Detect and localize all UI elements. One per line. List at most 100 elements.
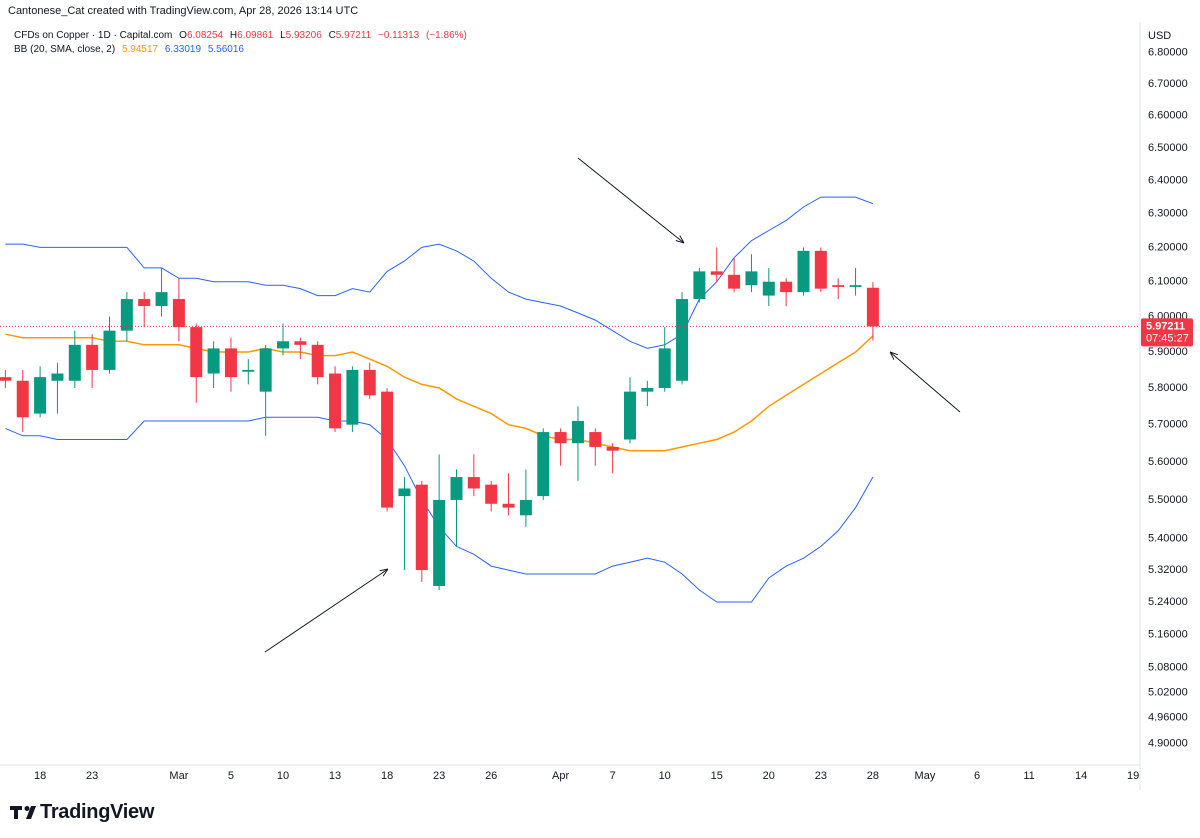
candle-body <box>624 391 636 440</box>
upper-value: 6.33019 <box>164 44 202 55</box>
candle-body <box>363 369 376 396</box>
candle-body <box>589 432 602 447</box>
candle-body <box>0 377 12 381</box>
candle-body <box>762 281 775 296</box>
candle-body <box>676 299 689 381</box>
candle-body <box>728 274 741 289</box>
annotation-arrow <box>264 569 388 653</box>
y-tick-label: 6.60000 <box>1148 110 1188 122</box>
annotation-arrow <box>577 157 684 243</box>
annotation-arrow <box>890 352 961 413</box>
candle-body <box>849 285 862 287</box>
countdown: 07:45:27 <box>1146 332 1189 344</box>
logo: TradingView <box>40 801 155 823</box>
candle-body <box>398 488 411 497</box>
y-tick-label: 6.40000 <box>1148 174 1188 186</box>
candle-body <box>311 344 324 378</box>
ohlc-value: 6.09861 <box>237 30 274 41</box>
candle-body <box>51 373 64 381</box>
x-tick-label: 23 <box>86 770 98 782</box>
ohlc-key: L <box>280 30 286 41</box>
candle-body <box>242 369 255 372</box>
ohlc-key: H <box>229 30 238 41</box>
change-pct: (−1.86%) <box>426 30 467 41</box>
x-tick-label: 11 <box>1023 770 1034 782</box>
candle-body <box>502 503 515 508</box>
candle-body <box>415 484 428 571</box>
candle-body <box>259 348 272 392</box>
candle-body <box>554 432 567 444</box>
ohlc: L5.93206 <box>280 30 322 41</box>
candle-body <box>172 299 185 328</box>
candle-body <box>433 499 446 586</box>
candle-body <box>190 327 203 378</box>
x-tick-label: 18 <box>34 770 46 782</box>
candle-body <box>224 348 237 378</box>
candle-body <box>450 477 463 500</box>
candle-body <box>571 420 584 444</box>
candle-body <box>329 373 342 429</box>
x-tick-label: 5 <box>228 770 234 782</box>
ohlc-key: O <box>179 30 187 41</box>
ohlc-value: 5.93206 <box>285 30 322 41</box>
bb-basis <box>5 333 874 452</box>
y-tick-label: 5.60000 <box>1148 456 1188 468</box>
candle-body <box>537 432 550 497</box>
y-tick-label: 5.02000 <box>1148 686 1188 698</box>
y-tick-label: 5.32000 <box>1148 564 1188 576</box>
y-tick-label: 6.20000 <box>1148 241 1188 253</box>
candle-body <box>381 391 394 508</box>
candle-body <box>519 499 532 516</box>
y-tick-label: 6.80000 <box>1148 47 1188 59</box>
x-tick-label: 13 <box>329 770 341 782</box>
x-tick-label: 23 <box>433 770 445 782</box>
currency: USD <box>1148 30 1171 42</box>
candle-body <box>103 330 116 370</box>
y-tick-label: 4.96000 <box>1148 712 1188 724</box>
x-tick-label: 18 <box>381 770 393 782</box>
bb-upper <box>5 196 874 349</box>
candle-body <box>710 271 723 275</box>
candle-body <box>658 348 671 389</box>
candle-body <box>641 388 654 392</box>
x-tick-label: 26 <box>485 770 497 782</box>
x-tick-label: 15 <box>711 770 723 782</box>
symbol-title: CFDs on Copper · 1D · Capital.com <box>14 30 173 41</box>
y-tick-label: 6.30000 <box>1148 208 1188 220</box>
legend-price: CFDs on Copper · 1D · Capital.com O6.082… <box>14 30 471 41</box>
candle-body <box>745 271 758 286</box>
y-tick-label: 5.16000 <box>1148 628 1188 640</box>
ohlc-value: 5.97211 <box>335 30 372 41</box>
ohlc-value: 6.08254 <box>186 30 224 41</box>
candle-body <box>693 271 706 300</box>
y-tick-label: 5.70000 <box>1148 419 1188 431</box>
x-tick-label: 19 <box>1127 770 1139 782</box>
candle-body <box>155 292 168 307</box>
candle-body <box>207 348 220 374</box>
x-tick-label: 6 <box>974 770 980 782</box>
last-price-box <box>1141 318 1193 347</box>
indicator-label: BB (20, SMA, close, 2) <box>14 44 116 55</box>
candle-body <box>294 341 307 345</box>
x-tick-label: 14 <box>1075 770 1087 782</box>
y-tick-label: 5.24000 <box>1148 596 1188 608</box>
candle-body <box>485 484 498 504</box>
candle-body <box>606 446 619 451</box>
ohlc-key: C <box>328 30 336 41</box>
y-tick-label: 6.50000 <box>1148 142 1188 154</box>
lower-value: 5.56016 <box>207 44 244 55</box>
ohlc: C5.97211 <box>329 30 372 41</box>
basis-value: 5.94517 <box>121 44 159 55</box>
x-tick-label: 10 <box>277 770 289 782</box>
change: −0.11313 <box>377 30 420 41</box>
x-tick-label: 23 <box>815 770 827 782</box>
x-tick-label: May <box>915 770 936 782</box>
legend-indicator: BB (20, SMA, close, 2) 5.94517 6.33019 5… <box>14 44 248 55</box>
logo-icon <box>10 806 36 819</box>
candle-body <box>346 369 359 425</box>
y-tick-label: 5.90000 <box>1148 346 1188 358</box>
x-tick-label: 28 <box>867 770 879 782</box>
ohlc: H6.09861 <box>230 30 273 41</box>
candle-body <box>16 380 29 418</box>
